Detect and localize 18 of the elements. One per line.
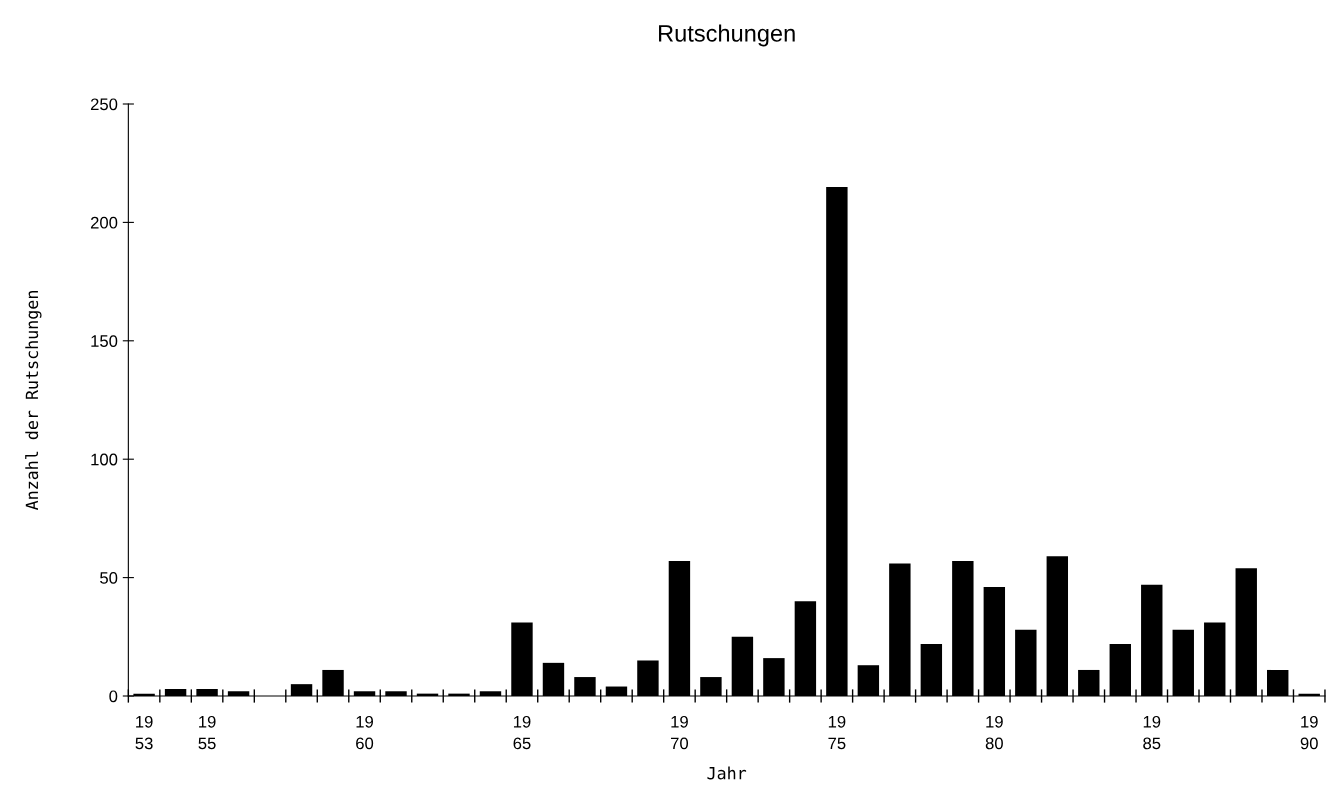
chart-title: Rutschungen	[659, 24, 795, 47]
x-tick-label: 19 75	[828, 715, 846, 750]
x-tick-label: 19 90	[1300, 715, 1318, 750]
x-tick-label: 19 65	[513, 715, 531, 750]
x-tick-label: 19 70	[671, 715, 689, 750]
y-axis-title: Anzahl der Rutschungen	[25, 291, 42, 511]
y-tick-label: 150	[91, 335, 118, 347]
x-tick-label: 19 55	[198, 715, 216, 750]
x-tick-label: 19 53	[135, 715, 153, 750]
x-axis-title: Jahr	[707, 766, 747, 780]
y-tick-label: 250	[90, 98, 118, 111]
y-tick-label: 0	[109, 690, 118, 703]
y-tick-label: 100	[91, 453, 118, 466]
y-tick-label: 50	[100, 572, 118, 584]
x-tick-label: 19 85	[1143, 715, 1161, 750]
x-tick-label: 19 80	[985, 715, 1003, 750]
y-tick-label: 200	[90, 216, 118, 229]
x-tick-label: 19 60	[356, 715, 374, 750]
